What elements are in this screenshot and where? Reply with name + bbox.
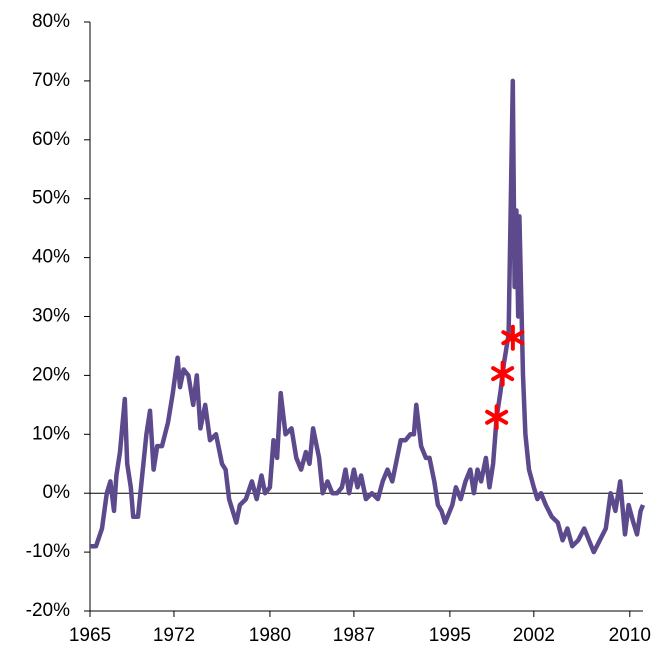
y-tick-label: 70% xyxy=(32,70,70,91)
star-marker xyxy=(501,324,525,351)
y-tick-label: 30% xyxy=(32,306,70,327)
y-tick-label: 10% xyxy=(32,423,70,444)
y-tick-label: 40% xyxy=(32,247,70,268)
x-tick-label: 1987 xyxy=(333,625,375,646)
star-marker xyxy=(485,404,509,431)
y-tick-label: -20% xyxy=(26,600,70,621)
y-tick-label: 0% xyxy=(43,482,71,503)
x-tick-label: 1995 xyxy=(429,625,471,646)
x-tick-label: 1980 xyxy=(249,625,291,646)
y-tick-label: -10% xyxy=(26,541,70,562)
y-tick-label: 50% xyxy=(32,188,70,209)
x-tick-label: 1965 xyxy=(69,625,111,646)
x-tick-label: 2002 xyxy=(513,625,555,646)
y-tick-label: 80% xyxy=(32,11,70,32)
y-tick-label: 20% xyxy=(32,364,70,385)
line xyxy=(90,78,646,555)
x-tick-label: 2010 xyxy=(609,625,651,646)
star-marker xyxy=(491,360,515,387)
y-tick-label: 60% xyxy=(32,129,70,150)
x-tick-label: 1972 xyxy=(153,625,195,646)
